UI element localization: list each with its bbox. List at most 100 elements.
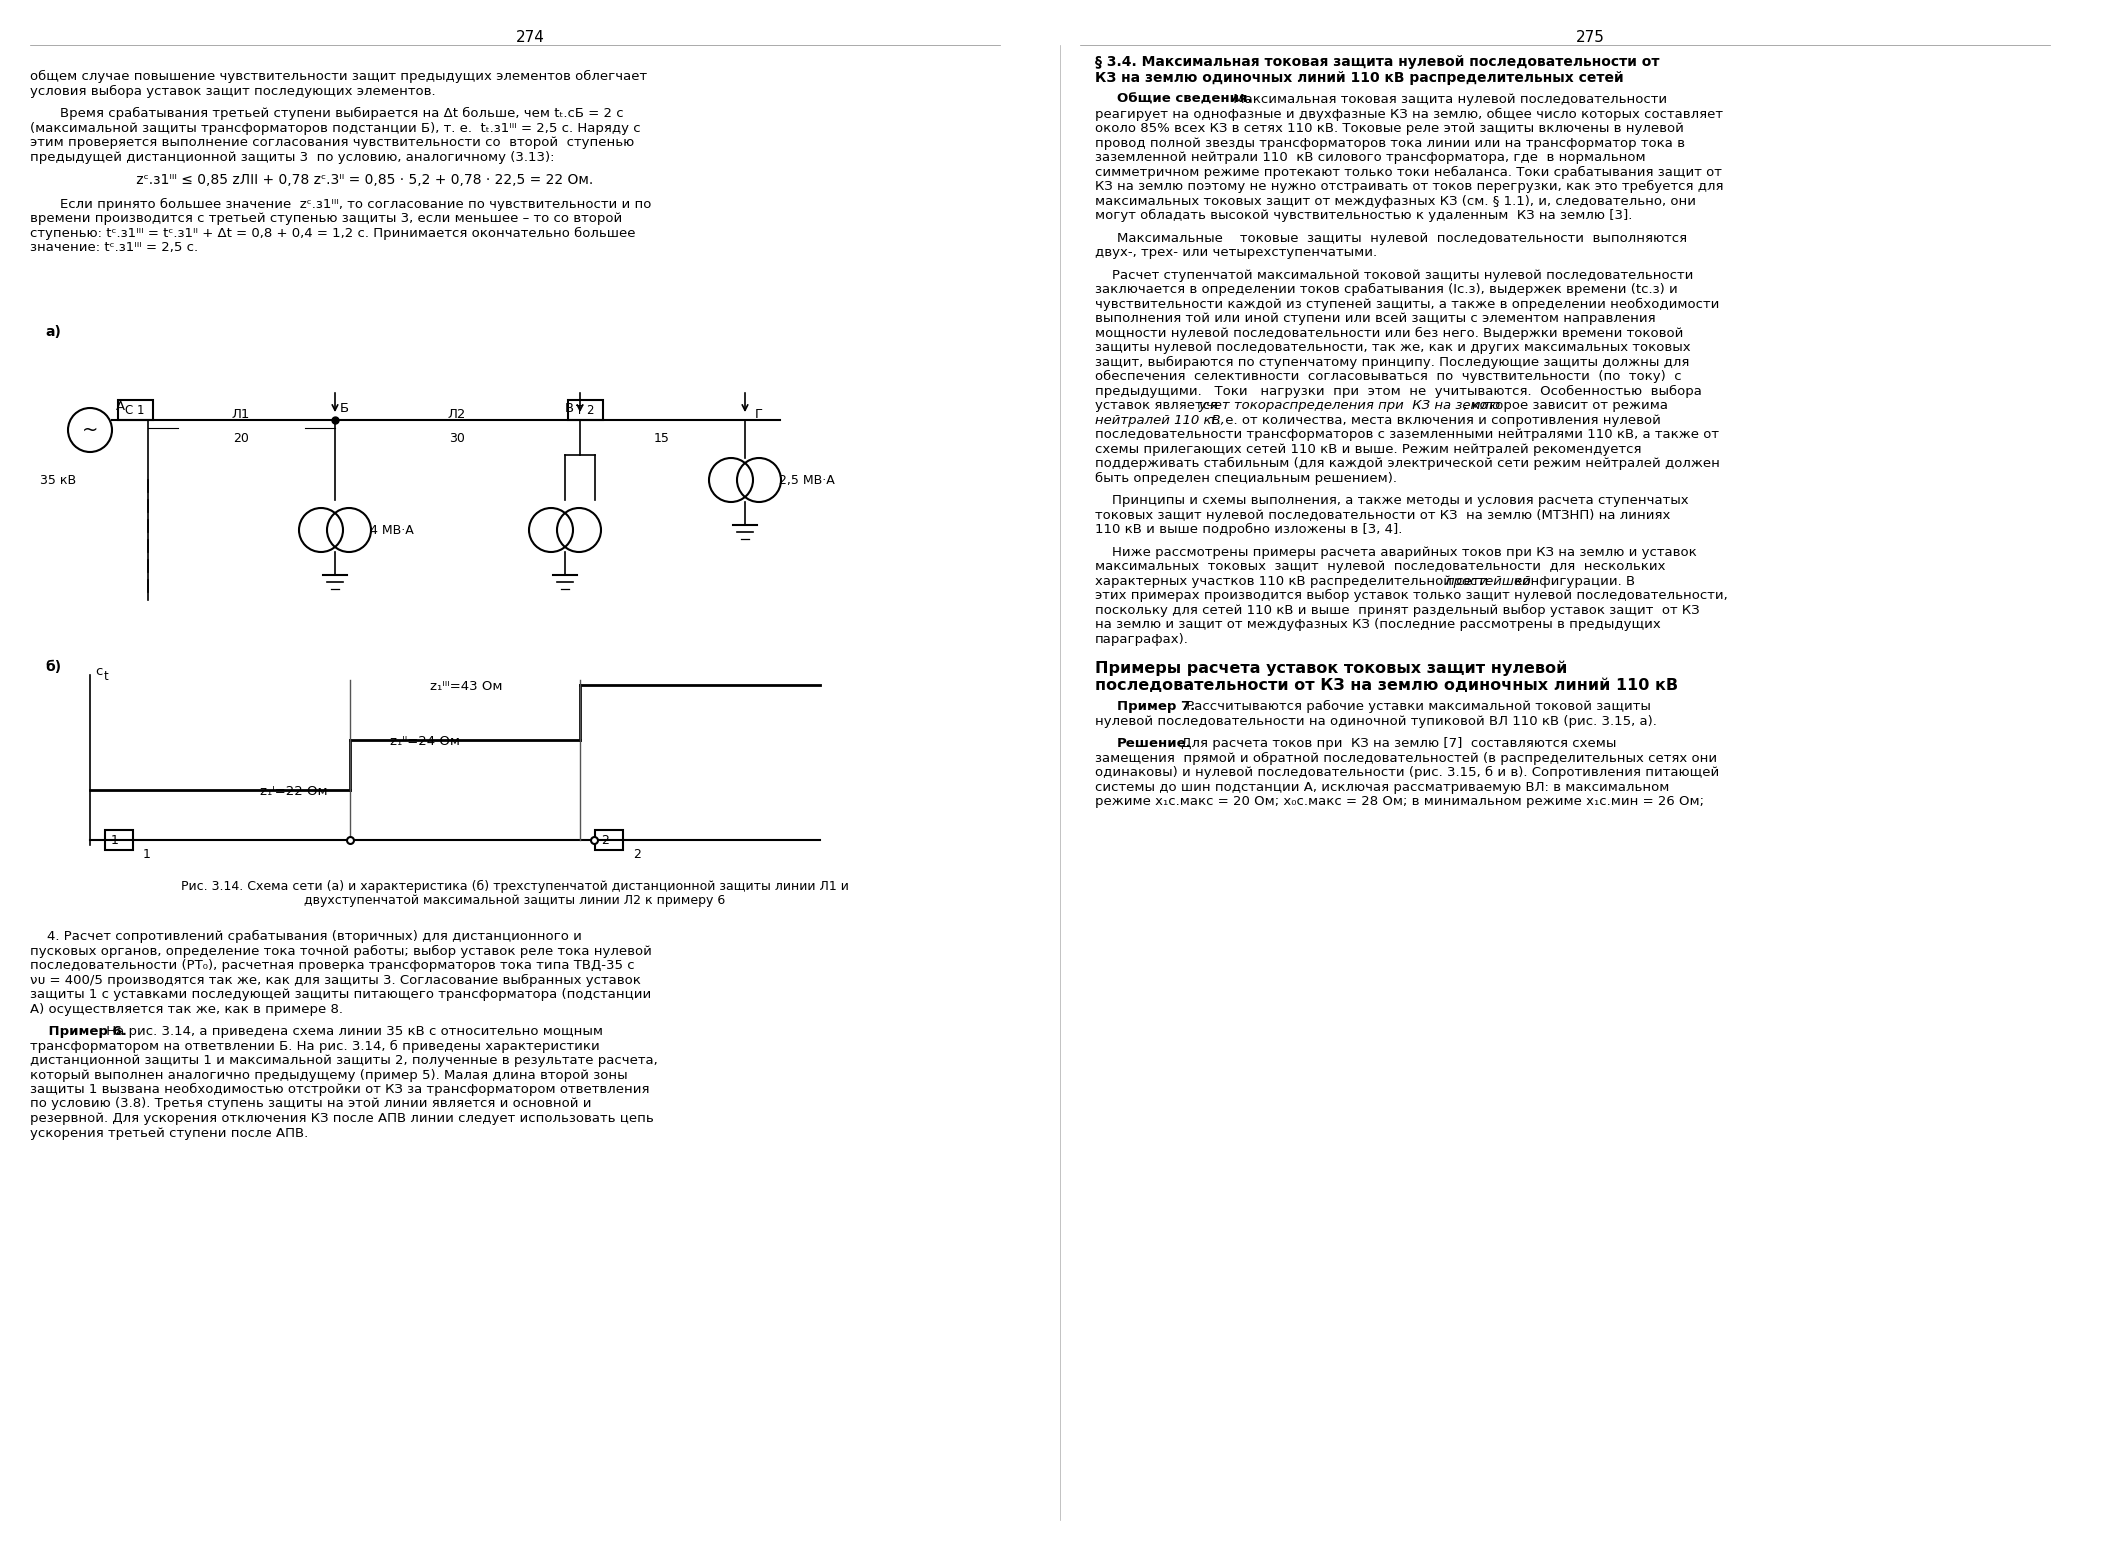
- Text: z₁ᴵᴵ=24 Ом: z₁ᴵᴵ=24 Ом: [390, 734, 460, 748]
- Text: § 3.4. Максимальная токовая защита нулевой последовательности от: § 3.4. Максимальная токовая защита нулев…: [1096, 54, 1659, 68]
- Text: времени производится с третьей ступенью защиты 3, если меньшее – то со второй: времени производится с третьей ступенью …: [30, 212, 623, 226]
- Text: поскольку для сетей 110 кВ и выше  принят раздельный выбор уставок защит  от КЗ: поскольку для сетей 110 кВ и выше принят…: [1096, 604, 1699, 616]
- Bar: [595, 829, 623, 850]
- Text: 2: 2: [634, 848, 640, 860]
- Text: В: В: [566, 401, 574, 415]
- Text: условия выбора уставок защит последующих элементов.: условия выбора уставок защит последующих…: [30, 84, 437, 98]
- Text: выполнения той или иной ступени или всей защиты с элементом направления: выполнения той или иной ступени или всей…: [1096, 313, 1655, 325]
- Text: максимальных  токовых  защит  нулевой  последовательности  для  нескольких: максимальных токовых защит нулевой после…: [1096, 560, 1666, 573]
- Text: Принципы и схемы выполнения, а также методы и условия расчета ступенчатых: Принципы и схемы выполнения, а также мет…: [1096, 493, 1689, 507]
- Text: предыдущей дистанционной защиты 3  по условию, аналогичному (3.13):: предыдущей дистанционной защиты 3 по усл…: [30, 151, 555, 163]
- Text: νᴜ = 400/5 производятся так же, как для защиты 3. Согласование выбранных уставок: νᴜ = 400/5 производятся так же, как для …: [30, 974, 640, 987]
- Text: общем случае повышение чувствительности защит предыдущих элементов облегчает: общем случае повышение чувствительности …: [30, 70, 646, 82]
- Text: 275: 275: [1577, 30, 1604, 45]
- Text: реагирует на однофазные и двухфазные КЗ на землю, общее число которых составляет: реагирует на однофазные и двухфазные КЗ …: [1096, 107, 1723, 120]
- Text: б): б): [44, 660, 61, 674]
- Text: 2: 2: [602, 834, 608, 846]
- Text: 1: 1: [142, 848, 150, 860]
- Text: около 85% всех КЗ в сетях 110 кВ. Токовые реле этой защиты включены в нулевой: около 85% всех КЗ в сетях 110 кВ. Токовы…: [1096, 121, 1685, 135]
- Text: 4 МВ·А: 4 МВ·А: [371, 523, 413, 537]
- Text: Рис. 3.14. Схема сети (а) и характеристика (б) трехступенчатой дистанционной защ: Рис. 3.14. Схема сети (а) и характеристи…: [180, 881, 850, 893]
- Text: Л1: Л1: [231, 408, 250, 422]
- Text: одинаковы) и нулевой последовательности (рис. 3.15, б и в). Сопротивления питающ: одинаковы) и нулевой последовательности …: [1096, 766, 1719, 780]
- Text: 30: 30: [449, 433, 464, 445]
- Text: защит, выбираются по ступенчатому принципу. Последующие защиты должны для: защит, выбираются по ступенчатому принци…: [1096, 355, 1689, 369]
- Text: мощности нулевой последовательности или без него. Выдержки времени токовой: мощности нулевой последовательности или …: [1096, 327, 1682, 339]
- Text: 20: 20: [233, 433, 248, 445]
- Text: Если принято большее значение  zᶜ.з1ᴵᴵᴵ, то согласование по чувствительности и п: Если принято большее значение zᶜ.з1ᴵᴵᴵ, …: [59, 198, 651, 210]
- Bar: [568, 400, 604, 420]
- Text: Максимальные    токовые  защиты  нулевой  последовательности  выполняются: Максимальные токовые защиты нулевой посл…: [1117, 232, 1687, 244]
- Text: защиты нулевой последовательности, так же, как и других максимальных токовых: защиты нулевой последовательности, так ж…: [1096, 341, 1691, 355]
- Text: Б: Б: [339, 401, 350, 415]
- Text: пусковых органов, определение тока точной работы; выбор уставок реле тока нулево: пусковых органов, определение тока точно…: [30, 944, 653, 957]
- Text: трансформатором на ответвлении Б. На рис. 3.14, б приведены характеристики: трансформатором на ответвлении Б. На рис…: [30, 1039, 600, 1052]
- Text: последовательности (РТ₀), расчетная проверка трансформаторов тока типа ТВД-35 с: последовательности (РТ₀), расчетная пров…: [30, 958, 634, 972]
- Text: конфигурации. В: конфигурации. В: [1511, 574, 1636, 588]
- Text: характерных участков 110 кВ распределительной сети: характерных участков 110 кВ распределите…: [1096, 574, 1492, 588]
- Text: 15: 15: [655, 433, 670, 445]
- Text: Общие сведения.: Общие сведения.: [1117, 93, 1252, 106]
- Text: z₁ᴵᴵᴵ=43 Ом: z₁ᴵᴵᴵ=43 Ом: [430, 680, 502, 692]
- Text: Пример 6.: Пример 6.: [30, 1025, 127, 1038]
- Text: z₁ᴵ=22 Ом: z₁ᴵ=22 Ом: [261, 784, 328, 798]
- Text: обеспечения  селективности  согласовываться  по  чувствительности  (по  току)  с: обеспечения селективности согласовыватьс…: [1096, 370, 1682, 383]
- Text: последовательности трансформаторов с заземленными нейтралями 110 кВ, а также от: последовательности трансформаторов с заз…: [1096, 428, 1719, 440]
- Text: Т 2: Т 2: [576, 403, 593, 417]
- Text: защиты 1 вызвана необходимостью отстройки от КЗ за трансформатором ответвления: защиты 1 вызвана необходимостью отстройк…: [30, 1083, 651, 1095]
- Text: Рассчитываются рабочие уставки максимальной токовой защиты: Рассчитываются рабочие уставки максималь…: [1182, 700, 1651, 713]
- Text: , которое зависит от режима: , которое зависит от режима: [1462, 398, 1668, 412]
- Text: Пример 7.: Пример 7.: [1117, 700, 1195, 713]
- Text: простейшей: простейшей: [1445, 574, 1530, 588]
- Text: 4. Расчет сопротивлений срабатывания (вторичных) для дистанционного и: 4. Расчет сопротивлений срабатывания (вт…: [30, 930, 583, 943]
- Text: c: c: [95, 664, 102, 678]
- Text: максимальных токовых защит от междуфазных КЗ (см. § 1.1), и, следовательно, они: максимальных токовых защит от междуфазны…: [1096, 194, 1695, 207]
- Text: нейтралей 110 кВ,: нейтралей 110 кВ,: [1096, 414, 1225, 426]
- Text: по условию (3.8). Третья ступень защиты на этой линии является и основной и: по условию (3.8). Третья ступень защиты …: [30, 1097, 591, 1111]
- Bar: [106, 829, 133, 850]
- Text: Время срабатывания третьей ступени выбирается на Δt больше, чем tₜ.сБ = 2 с: Время срабатывания третьей ступени выбир…: [59, 107, 623, 120]
- Text: который выполнен аналогично предыдущему (пример 5). Малая длина второй зоны: который выполнен аналогично предыдущему …: [30, 1069, 627, 1081]
- Text: 2,5 МВ·А: 2,5 МВ·А: [780, 473, 835, 487]
- Text: параграфах).: параграфах).: [1096, 632, 1189, 646]
- Text: t: t: [104, 671, 108, 683]
- Text: заземленной нейтрали 110  кВ силового трансформатора, где  в нормальном: заземленной нейтрали 110 кВ силового тра…: [1096, 151, 1646, 163]
- Text: Г: Г: [754, 408, 763, 422]
- Text: 35 кВ: 35 кВ: [40, 473, 76, 487]
- Text: А) осуществляется так же, как в примере 8.: А) осуществляется так же, как в примере …: [30, 1002, 343, 1016]
- Text: Решение.: Решение.: [1117, 738, 1191, 750]
- Text: замещения  прямой и обратной последовательностей (в распределительных сетях они: замещения прямой и обратной последовател…: [1096, 752, 1716, 764]
- Text: уставок является: уставок является: [1096, 398, 1223, 412]
- Text: учет токораспределения при  КЗ на землю: учет токораспределения при КЗ на землю: [1197, 398, 1500, 412]
- Text: 1: 1: [110, 834, 119, 846]
- Text: КЗ на землю одиночных линий 110 кВ распределительных сетей: КЗ на землю одиночных линий 110 кВ распр…: [1096, 70, 1623, 84]
- Text: поддерживать стабильным (для каждой электрической сети режим нейтралей должен: поддерживать стабильным (для каждой элек…: [1096, 457, 1721, 470]
- Text: С 1: С 1: [125, 403, 144, 417]
- Text: значение: tᶜ.з1ᴵᴵᴵ = 2,5 с.: значение: tᶜ.з1ᴵᴵᴵ = 2,5 с.: [30, 241, 197, 254]
- Text: быть определен специальным решением).: быть определен специальным решением).: [1096, 471, 1396, 484]
- Text: Ниже рассмотрены примеры расчета аварийных токов при КЗ на землю и уставок: Ниже рассмотрены примеры расчета аварийн…: [1096, 546, 1697, 559]
- Text: ступенью: tᶜ.з1ᴵᴵᴵ = tᶜ.з1ᴵᴵ + Δt = 0,8 + 0,4 = 1,2 с. Принимается окончательно : ступенью: tᶜ.з1ᴵᴵᴵ = tᶜ.з1ᴵᴵ + Δt = 0,8 …: [30, 227, 636, 240]
- Text: токовых защит нулевой последовательности от КЗ  на землю (МТЗНП) на линиях: токовых защит нулевой последовательности…: [1096, 509, 1670, 521]
- Text: zᶜ.з1ᴵᴵᴵ ≤ 0,85 zЛII + 0,78 zᶜ.3ᴵᴵ = 0,85 · 5,2 + 0,78 · 22,5 = 22 Ом.: zᶜ.з1ᴵᴵᴵ ≤ 0,85 zЛII + 0,78 zᶜ.3ᴵᴵ = 0,8…: [110, 173, 593, 187]
- Text: (максимальной защиты трансформаторов подстанции Б), т. е.  tₜ.з1ᴵᴵᴵ = 2,5 с. Нар: (максимальной защиты трансформаторов под…: [30, 121, 640, 134]
- Text: нулевой последовательности на одиночной тупиковой ВЛ 110 кВ (рис. 3.15, а).: нулевой последовательности на одиночной …: [1096, 714, 1657, 728]
- Text: На рис. 3.14, а приведена схема линии 35 кВ с относительно мощным: На рис. 3.14, а приведена схема линии 35…: [102, 1025, 604, 1038]
- Bar: [119, 400, 153, 420]
- Text: чувствительности каждой из ступеней защиты, а также в определении необходимости: чувствительности каждой из ступеней защи…: [1096, 297, 1719, 311]
- Text: последовательности от КЗ на землю одиночных линий 110 кВ: последовательности от КЗ на землю одиноч…: [1096, 677, 1678, 692]
- Text: Расчет ступенчатой максимальной токовой защиты нулевой последовательности: Расчет ступенчатой максимальной токовой …: [1096, 269, 1693, 282]
- Text: Л2: Л2: [447, 408, 466, 422]
- Text: А: А: [114, 400, 125, 412]
- Text: заключается в определении токов срабатывания (Iс.з), выдержек времени (tс.з) и: заключается в определении токов срабатыв…: [1096, 283, 1678, 296]
- Text: двух-, трех- или четырехступенчатыми.: двух-, трех- или четырехступенчатыми.: [1096, 246, 1377, 258]
- Text: этим проверяется выполнение согласования чувствительности со  второй  ступенью: этим проверяется выполнение согласования…: [30, 135, 634, 149]
- Text: предыдущими.   Токи   нагрузки  при  этом  не  учитываются.  Особенностью  выбор: предыдущими. Токи нагрузки при этом не у…: [1096, 384, 1702, 398]
- Text: режиме x₁с.макс = 20 Ом; x₀с.макс = 28 Ом; в минимальном режиме x₁с.мин = 26 Ом;: режиме x₁с.макс = 20 Ом; x₀с.макс = 28 О…: [1096, 795, 1704, 808]
- Text: 110 кВ и выше подробно изложены в [3, 4].: 110 кВ и выше подробно изложены в [3, 4]…: [1096, 523, 1403, 537]
- Text: ускорения третьей ступени после АПВ.: ускорения третьей ступени после АПВ.: [30, 1127, 307, 1139]
- Text: провод полной звезды трансформаторов тока линии или на трансформатор тока в: провод полной звезды трансформаторов ток…: [1096, 137, 1685, 149]
- Text: Максимальная токовая защита нулевой последовательности: Максимальная токовая защита нулевой посл…: [1229, 93, 1668, 106]
- Text: т. е. от количества, места включения и сопротивления нулевой: т. е. от количества, места включения и с…: [1206, 414, 1661, 426]
- Text: Примеры расчета уставок токовых защит нулевой: Примеры расчета уставок токовых защит ну…: [1096, 660, 1568, 675]
